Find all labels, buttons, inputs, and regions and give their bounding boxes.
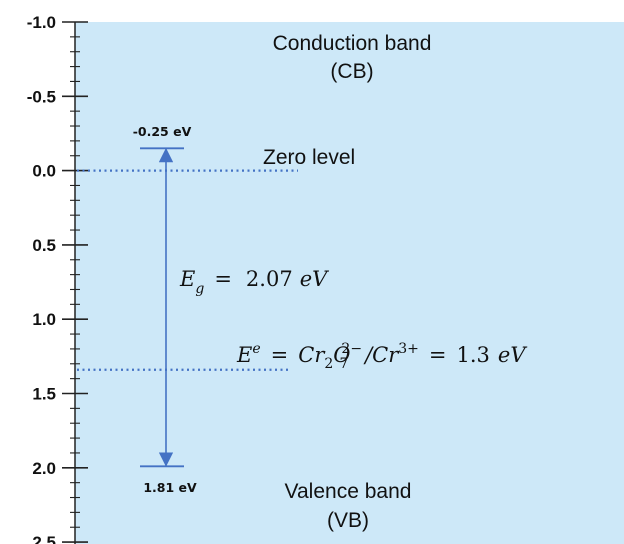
y-tick-label: 0.5: [32, 236, 56, 255]
y-tick-label: 0.0: [32, 162, 56, 181]
y-tick-label: 2.5: [32, 533, 56, 544]
y-tick-label: 1.0: [32, 310, 56, 329]
redox-potential-equation: Ee = Cr2O72−/Cr3+ = 1.3 eV: [236, 341, 527, 372]
y-axis-tick-labels: -1.0 -0.5 0.0 0.5 1.0 1.5 2.0 2.5: [27, 13, 56, 544]
y-tick-label: 1.5: [32, 385, 56, 404]
conduction-band-label: Conduction band: [273, 32, 432, 55]
cb-edge-label: -0.25 eV: [133, 124, 192, 139]
band-gap-equation: Eg = 2.07 eV: [179, 267, 329, 297]
valence-band-label: Valence band: [285, 480, 412, 503]
y-axis-ticks: [62, 21, 88, 543]
conduction-band-abbrev: (CB): [330, 60, 373, 83]
vb-edge-label: 1.81 eV: [143, 480, 197, 495]
zero-level-label: Zero level: [263, 146, 355, 169]
y-tick-label: 2.0: [32, 459, 56, 478]
y-tick-label: -0.5: [27, 87, 56, 106]
y-tick-label: -1.0: [27, 13, 56, 32]
valence-band-abbrev: (VB): [327, 509, 369, 532]
